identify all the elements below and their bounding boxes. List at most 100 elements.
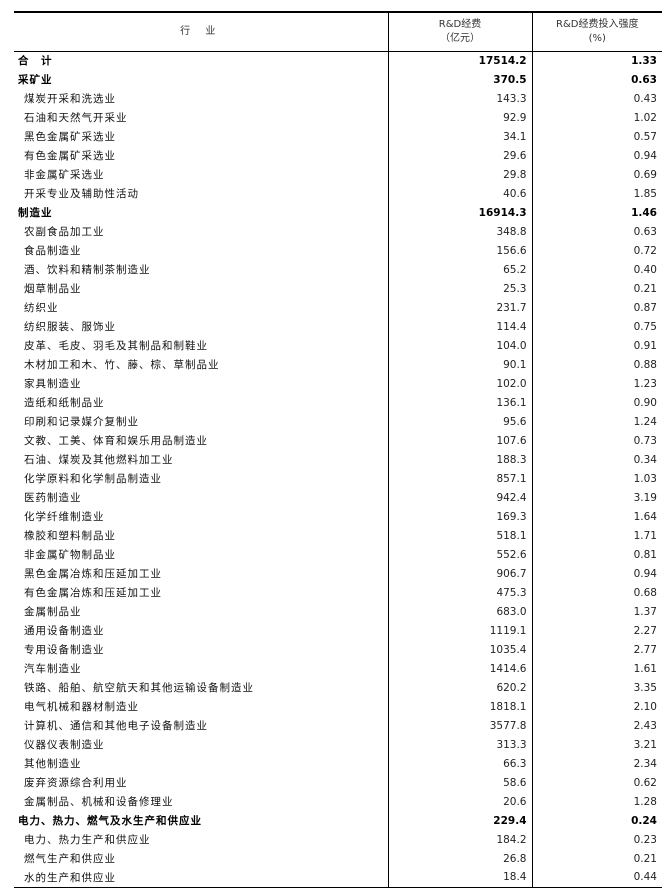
industry-name-cell: 黑色金属冶炼和压延加工业 <box>24 568 162 580</box>
table-row: 化学纤维制造业 169.3 1.64 <box>14 507 662 526</box>
rd-expenditure-cell: 16914.3 <box>387 203 532 222</box>
table-row: 计算机、通信和其他电子设备制造业 3577.8 2.43 <box>14 716 662 735</box>
industry-name-cell: 采矿业 <box>18 74 53 86</box>
rd-expenditure-cell: 20.6 <box>387 792 532 811</box>
table-row: 燃气生产和供应业 26.8 0.21 <box>14 849 662 868</box>
rd-intensity-cell: 1.64 <box>531 507 662 526</box>
rd-unit: （亿元） <box>440 32 480 44</box>
rd-expenditure-cell: 231.7 <box>387 298 532 317</box>
rd-expenditure-cell: 107.6 <box>387 431 532 450</box>
rd-intensity-cell: 0.75 <box>531 317 662 336</box>
table-row: 专用设备制造业 1035.4 2.77 <box>14 640 662 659</box>
table-row: 黑色金属冶炼和压延加工业 906.7 0.94 <box>14 564 662 583</box>
table-row: 食品制造业 156.6 0.72 <box>14 241 662 260</box>
industry-name-cell: 纺织服装、服饰业 <box>24 321 116 333</box>
rd-expenditure-cell: 95.6 <box>387 412 532 431</box>
rd-expenditure-table: 行 业 R&D经费 （亿元） R&D经费投入强度 (%) 合 计 17514.2 1… <box>14 11 662 888</box>
rd-expenditure-cell: 114.4 <box>387 317 532 336</box>
rd-intensity-cell: 0.24 <box>531 811 662 830</box>
rd-label: R&D经费 <box>438 18 482 30</box>
industry-name-cell: 医药制造业 <box>24 492 82 504</box>
industry-name-cell: 合 计 <box>18 55 53 68</box>
industry-name-cell: 非金属矿采选业 <box>24 169 105 181</box>
table-row: 石油和天然气开采业 92.9 1.02 <box>14 108 662 127</box>
table-row: 仪器仪表制造业 313.3 3.21 <box>14 735 662 754</box>
rd-intensity-cell: 0.94 <box>531 564 662 583</box>
rd-intensity-cell: 3.19 <box>531 488 662 507</box>
industry-name-cell: 化学原料和化学制品制造业 <box>24 473 162 485</box>
rd-expenditure-cell: 143.3 <box>387 89 532 108</box>
rd-expenditure-cell: 136.1 <box>387 393 532 412</box>
rd-expenditure-cell: 34.1 <box>387 127 532 146</box>
rd-expenditure-cell: 1119.1 <box>387 621 532 640</box>
rd-expenditure-cell: 102.0 <box>387 374 532 393</box>
rd-intensity-cell: 0.69 <box>531 165 662 184</box>
industry-name-cell: 金属制品、机械和设备修理业 <box>24 796 174 808</box>
table-row: 化学原料和化学制品制造业 857.1 1.03 <box>14 469 662 488</box>
industry-name-cell: 有色金属冶炼和压延加工业 <box>24 587 162 599</box>
rd-intensity-cell: 1.37 <box>531 602 662 621</box>
rd-expenditure-cell: 25.3 <box>387 279 532 298</box>
industry-name-cell: 煤炭开采和洗选业 <box>24 93 116 105</box>
table-row: 家具制造业 102.0 1.23 <box>14 374 662 393</box>
industry-name-cell: 石油、煤炭及其他燃料加工业 <box>24 454 174 466</box>
rd-intensity-cell: 2.10 <box>531 697 662 716</box>
table-row: 石油、煤炭及其他燃料加工业 188.3 0.34 <box>14 450 662 469</box>
rd-expenditure-cell: 620.2 <box>387 678 532 697</box>
rd-intensity-cell: 1.61 <box>531 659 662 678</box>
rd-expenditure-cell: 58.6 <box>387 773 532 792</box>
table-row: 农副食品加工业 348.8 0.63 <box>14 222 662 241</box>
rd-intensity-cell: 0.21 <box>531 849 662 868</box>
industry-name-cell: 橡胶和塑料制品业 <box>24 530 116 542</box>
industry-name-cell: 烟草制品业 <box>24 283 82 295</box>
rd-expenditure-cell: 156.6 <box>387 241 532 260</box>
rd-expenditure-cell: 29.6 <box>387 146 532 165</box>
industry-name-cell: 计算机、通信和其他电子设备制造业 <box>24 720 208 732</box>
industry-name-cell: 纺织业 <box>24 302 59 314</box>
industry-name-cell: 电气机械和器材制造业 <box>24 701 139 713</box>
rd-expenditure-cell: 1414.6 <box>387 659 532 678</box>
rd-intensity-cell: 0.90 <box>531 393 662 412</box>
industry-name-cell: 电力、热力生产和供应业 <box>24 834 151 846</box>
rd-intensity-cell: 0.63 <box>531 70 662 89</box>
industry-name-cell: 酒、饮料和精制茶制造业 <box>24 264 151 276</box>
rd-expenditure-cell: 90.1 <box>387 355 532 374</box>
rd-expenditure-cell: 29.8 <box>387 165 532 184</box>
table-row: 煤炭开采和洗选业 143.3 0.43 <box>14 89 662 108</box>
rd-intensity-cell: 0.62 <box>531 773 662 792</box>
industry-name-cell: 制造业 <box>18 207 53 219</box>
rd-expenditure-cell: 188.3 <box>387 450 532 469</box>
rd-expenditure-cell: 475.3 <box>387 583 532 602</box>
industry-name-cell: 家具制造业 <box>24 378 82 390</box>
industry-name-cell: 有色金属矿采选业 <box>24 150 116 162</box>
industry-name-cell: 石油和天然气开采业 <box>24 112 128 124</box>
table-row: 通用设备制造业 1119.1 2.27 <box>14 621 662 640</box>
rd-intensity-cell: 1.24 <box>531 412 662 431</box>
table-row-section: 合 计 17514.2 1.33 <box>14 51 662 70</box>
rd-intensity-cell: 0.43 <box>531 89 662 108</box>
table-row: 有色金属冶炼和压延加工业 475.3 0.68 <box>14 583 662 602</box>
table-row: 医药制造业 942.4 3.19 <box>14 488 662 507</box>
rd-intensity-cell: 2.34 <box>531 754 662 773</box>
table-row: 铁路、船舶、航空航天和其他运输设备制造业 620.2 3.35 <box>14 678 662 697</box>
rd-intensity-cell: 0.23 <box>531 830 662 849</box>
rd-expenditure-cell: 1818.1 <box>387 697 532 716</box>
table-row: 纺织服装、服饰业 114.4 0.75 <box>14 317 662 336</box>
column-header-rd-intensity: R&D经费投入强度 (%) <box>531 11 662 52</box>
industry-name-cell: 专用设备制造业 <box>24 644 105 656</box>
industry-name-cell: 非金属矿物制品业 <box>24 549 116 561</box>
industry-name-cell: 农副食品加工业 <box>24 226 105 238</box>
table-row: 电气机械和器材制造业 1818.1 2.10 <box>14 697 662 716</box>
rd-intensity-cell: 0.87 <box>531 298 662 317</box>
industry-name-cell: 燃气生产和供应业 <box>24 853 116 865</box>
table-row: 水的生产和供应业 18.4 0.44 <box>14 868 662 888</box>
rd-expenditure-cell: 3577.8 <box>387 716 532 735</box>
table-row: 其他制造业 66.3 2.34 <box>14 754 662 773</box>
rd-intensity-cell: 0.68 <box>531 583 662 602</box>
rd-intensity-cell: 1.28 <box>531 792 662 811</box>
table-row: 黑色金属矿采选业 34.1 0.57 <box>14 127 662 146</box>
rd-intensity-cell: 1.85 <box>531 184 662 203</box>
rd-expenditure-cell: 370.5 <box>387 70 532 89</box>
table-row: 金属制品、机械和设备修理业 20.6 1.28 <box>14 792 662 811</box>
industry-name-cell: 开采专业及辅助性活动 <box>24 188 139 200</box>
